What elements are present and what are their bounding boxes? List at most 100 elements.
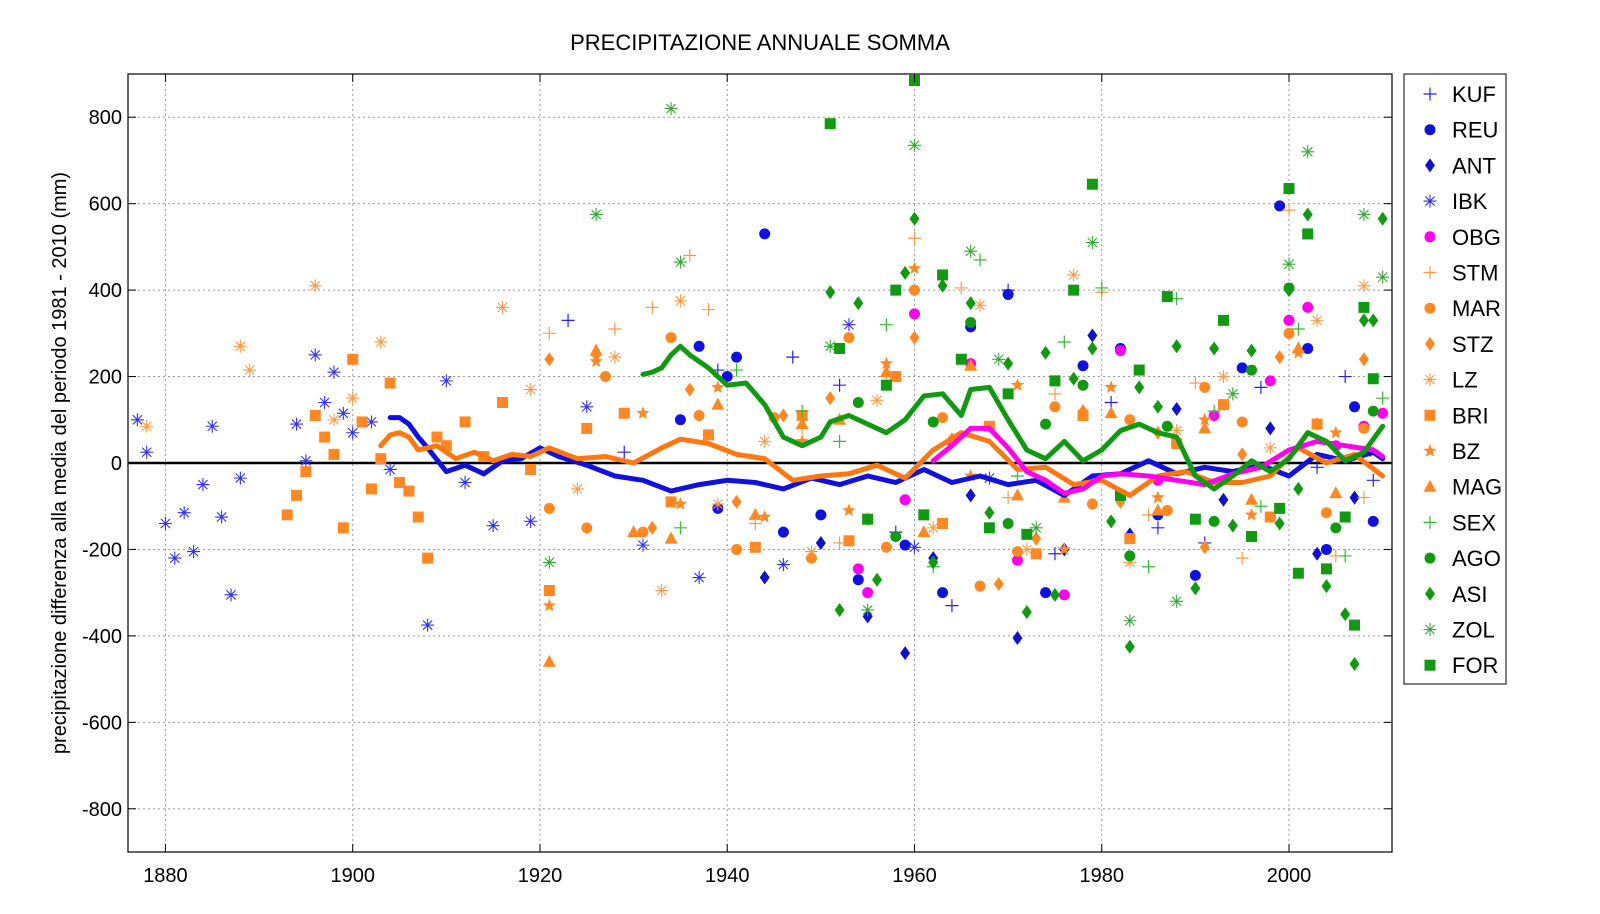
data-point-asi bbox=[928, 555, 939, 570]
data-point-mar bbox=[1086, 498, 1098, 510]
data-point-asi bbox=[1087, 341, 1098, 356]
data-point-asi bbox=[1358, 313, 1369, 328]
data-point-bri bbox=[319, 431, 331, 443]
data-point-for bbox=[1086, 178, 1098, 190]
data-point-mar bbox=[693, 409, 705, 421]
data-point-ibk bbox=[636, 538, 650, 552]
legend-label-ibk: IBK bbox=[1452, 189, 1488, 214]
data-point-for bbox=[955, 353, 967, 365]
data-point-for bbox=[862, 513, 874, 525]
data-point-bz bbox=[711, 380, 725, 394]
data-point-bri bbox=[365, 483, 377, 495]
data-point-asi bbox=[1134, 380, 1145, 395]
data-point-mag bbox=[1151, 503, 1165, 516]
data-point-mag bbox=[879, 365, 893, 378]
data-point-sex bbox=[1095, 281, 1109, 295]
data-point-for bbox=[824, 118, 836, 130]
data-point-mag bbox=[964, 358, 978, 371]
running-mean-line-kuf bbox=[387, 415, 1386, 498]
x-tick-label: 1900 bbox=[330, 865, 375, 887]
data-point-asi bbox=[1321, 579, 1332, 594]
data-point-ibk bbox=[580, 400, 594, 414]
data-point-lz bbox=[374, 335, 388, 349]
data-point-bz bbox=[1198, 412, 1212, 426]
data-point-ago bbox=[1367, 405, 1379, 417]
data-point-for bbox=[1339, 511, 1351, 523]
chart-title: PRECIPITAZIONE ANNUALE SOMMA bbox=[570, 30, 950, 55]
data-point-asi bbox=[825, 285, 836, 300]
data-point-reu bbox=[815, 509, 827, 521]
data-point-for bbox=[983, 522, 995, 534]
data-point-bri bbox=[1030, 548, 1042, 560]
data-point-stz bbox=[544, 352, 555, 367]
data-point-ibk bbox=[168, 551, 182, 565]
legend: KUF REU ANT IBK OBG STM MAR STZ LZ BRI BZ MAG SEX AGO… bbox=[1403, 73, 1507, 685]
data-point-asi bbox=[1246, 343, 1257, 358]
data-point-kuf bbox=[945, 599, 959, 613]
data-point-asi bbox=[937, 278, 948, 293]
data-point-stm bbox=[608, 322, 622, 336]
legend-marker-stm bbox=[1423, 266, 1437, 279]
data-point-asi bbox=[1293, 481, 1304, 496]
running-mean-lines bbox=[378, 343, 1386, 498]
data-point-stm bbox=[954, 281, 968, 295]
data-point-kuf bbox=[561, 313, 575, 327]
legend-label-mar: MAR bbox=[1452, 296, 1501, 321]
data-point-mag bbox=[542, 654, 556, 667]
data-point-stm bbox=[907, 231, 921, 245]
data-point-bri bbox=[328, 448, 340, 460]
data-point-reu bbox=[1002, 288, 1014, 300]
data-point-reu bbox=[1367, 515, 1379, 527]
data-point-for bbox=[1217, 314, 1229, 326]
data-point-asi bbox=[909, 211, 920, 226]
y-tick-label: -200 bbox=[82, 539, 122, 561]
data-point-bri bbox=[1264, 511, 1276, 523]
data-point-bz bbox=[673, 497, 688, 510]
data-point-kuf bbox=[1151, 521, 1165, 535]
legend-label-obg: OBG bbox=[1452, 225, 1501, 250]
y-tick-label: 600 bbox=[89, 194, 122, 216]
data-point-stm bbox=[542, 326, 556, 340]
data-point-mag bbox=[748, 507, 762, 520]
data-point-obg bbox=[1058, 589, 1070, 601]
data-point-for bbox=[1367, 373, 1379, 385]
data-point-bri bbox=[440, 440, 452, 452]
data-point-bz bbox=[1104, 380, 1118, 394]
data-point-lz bbox=[711, 497, 725, 511]
data-point-for bbox=[1114, 489, 1126, 501]
legend-label-lz: LZ bbox=[1452, 368, 1478, 393]
legend-box bbox=[1403, 73, 1507, 685]
data-point-ago bbox=[1077, 379, 1089, 391]
data-point-ago bbox=[927, 416, 939, 428]
y-tick-label: -800 bbox=[82, 799, 122, 821]
data-point-lz bbox=[926, 521, 940, 535]
data-point-obg bbox=[899, 494, 911, 506]
data-point-for bbox=[937, 269, 949, 281]
data-point-sex bbox=[673, 521, 687, 535]
data-point-ibk bbox=[215, 510, 229, 524]
data-point-bri bbox=[581, 422, 593, 434]
data-point-obg bbox=[1283, 314, 1295, 326]
data-point-bri bbox=[300, 466, 312, 478]
y-axis-ticks: 800 600 400 200 0 -200 -400 -600 -800 bbox=[82, 107, 1392, 821]
data-point-asi bbox=[1190, 581, 1201, 596]
data-point-zol bbox=[664, 102, 678, 116]
data-point-zol bbox=[1282, 257, 1296, 271]
data-point-obg bbox=[1377, 407, 1389, 419]
data-point-zol bbox=[1301, 145, 1315, 159]
legend-marker-ibk bbox=[1423, 194, 1437, 208]
data-point-ibk bbox=[421, 618, 435, 632]
data-point-lz bbox=[233, 339, 247, 353]
data-point-asi bbox=[853, 296, 864, 311]
data-point-bri bbox=[1171, 438, 1183, 450]
data-point-reu bbox=[1077, 360, 1089, 372]
data-point-ibk bbox=[187, 545, 201, 559]
data-point-zol bbox=[823, 339, 837, 353]
data-point-bri bbox=[403, 485, 415, 497]
data-point-stz bbox=[909, 330, 920, 345]
data-point-ant bbox=[1171, 401, 1182, 416]
data-point-lz bbox=[804, 545, 818, 559]
data-point-stz bbox=[1358, 352, 1369, 367]
data-point-mar bbox=[1124, 414, 1136, 426]
